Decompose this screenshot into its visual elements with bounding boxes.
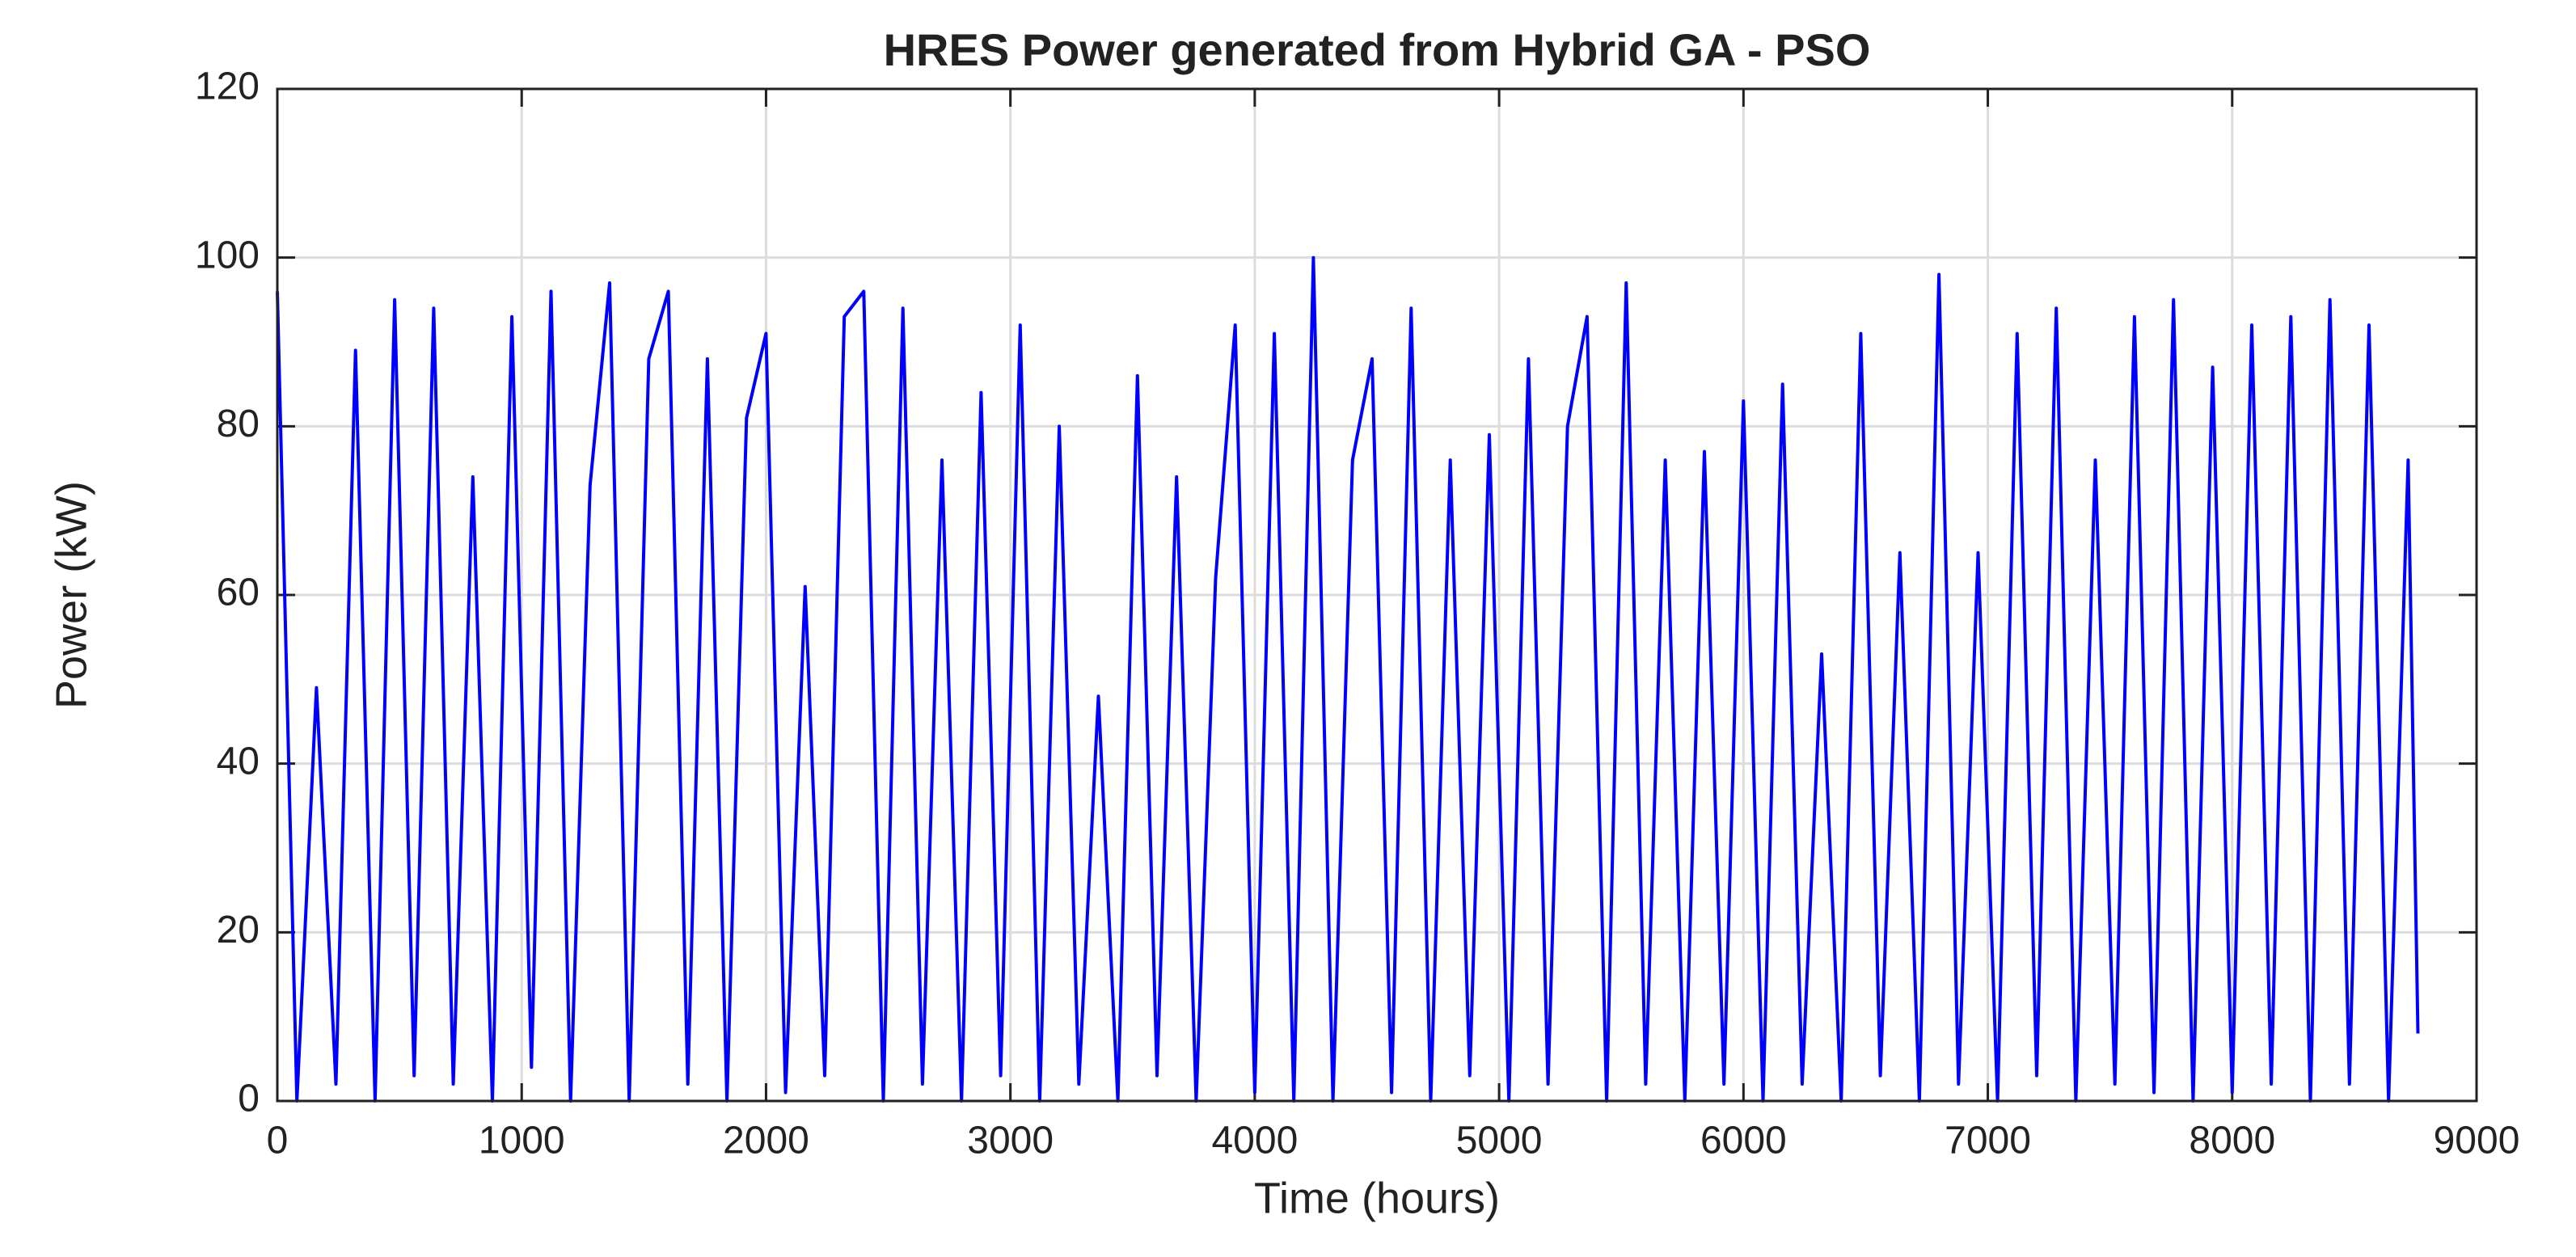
x-tick-label: 2000 — [723, 1120, 809, 1162]
data-line — [276, 255, 2420, 1103]
x-tick-label: 6000 — [1700, 1120, 1787, 1162]
y-tick-label: 40 — [217, 740, 260, 782]
y-axis-label: Power (kW) — [47, 481, 95, 709]
y-tick-label: 0 — [238, 1078, 260, 1120]
y-tick-label: 100 — [195, 234, 260, 276]
x-tick-label: 3000 — [967, 1120, 1054, 1162]
x-tick-label: 4000 — [1211, 1120, 1298, 1162]
x-tick-label: 8000 — [2189, 1120, 2275, 1162]
x-axis-label: Time (hours) — [1254, 1174, 1500, 1222]
x-tick-label: 1000 — [479, 1120, 565, 1162]
x-tick-label: 5000 — [1456, 1120, 1543, 1162]
chart-title: HRES Power generated from Hybrid GA - PS… — [884, 24, 1871, 75]
y-tick-label: 120 — [195, 65, 260, 108]
plot-frame — [276, 87, 2478, 1103]
x-tick-label: 9000 — [2434, 1120, 2520, 1162]
x-tick-label: 0 — [267, 1120, 289, 1162]
y-tick-label: 20 — [217, 909, 260, 951]
x-tick-label: 7000 — [1945, 1120, 2031, 1162]
y-tick-label: 60 — [217, 572, 260, 614]
y-tick-label: 80 — [217, 403, 260, 445]
